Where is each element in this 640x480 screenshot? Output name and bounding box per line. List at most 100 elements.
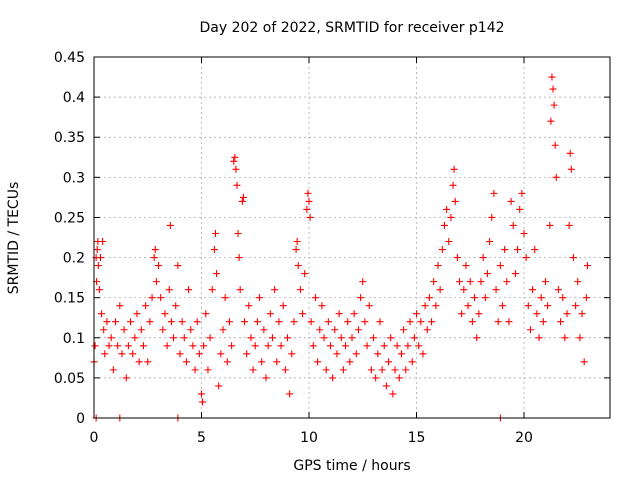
data-point	[430, 278, 438, 286]
data-point	[193, 318, 201, 326]
data-point	[107, 334, 115, 342]
data-point	[172, 302, 180, 310]
data-point	[273, 358, 281, 366]
data-point	[185, 286, 193, 294]
data-point	[314, 358, 322, 366]
data-point	[234, 229, 242, 237]
x-tick-label: 0	[90, 430, 99, 446]
data-point	[293, 238, 301, 246]
y-tick-label: 0.15	[54, 291, 85, 307]
data-point	[518, 189, 526, 197]
data-point	[133, 310, 141, 318]
data-point	[202, 310, 210, 318]
data-point	[529, 286, 537, 294]
data-point	[574, 278, 582, 286]
data-point	[417, 318, 425, 326]
data-point	[178, 318, 186, 326]
data-point	[204, 366, 212, 374]
data-point	[505, 318, 513, 326]
data-point	[91, 342, 99, 350]
data-point	[151, 246, 159, 254]
data-point	[402, 366, 410, 374]
data-point	[129, 350, 137, 358]
data-point	[526, 326, 534, 334]
data-point	[550, 101, 558, 109]
data-point	[559, 294, 567, 302]
data-point	[329, 374, 337, 382]
data-point	[524, 302, 532, 310]
data-point	[98, 310, 106, 318]
data-point	[447, 213, 455, 221]
data-point	[348, 334, 356, 342]
data-point	[245, 302, 253, 310]
data-point	[565, 221, 573, 229]
data-point	[436, 286, 444, 294]
data-point	[231, 153, 239, 161]
data-point	[434, 262, 442, 270]
data-point	[260, 326, 268, 334]
data-point	[165, 286, 173, 294]
data-point	[544, 302, 552, 310]
data-point	[499, 302, 506, 310]
data-point	[419, 350, 427, 358]
data-point	[391, 366, 399, 374]
data-point	[477, 278, 485, 286]
data-point	[449, 181, 457, 189]
data-point	[266, 310, 274, 318]
data-point	[105, 342, 113, 350]
data-point	[327, 342, 334, 350]
data-point	[557, 318, 565, 326]
data-point	[372, 374, 380, 382]
data-point	[413, 310, 420, 318]
data-point	[578, 310, 586, 318]
data-point	[109, 366, 117, 374]
data-point	[333, 350, 341, 358]
data-point	[127, 318, 135, 326]
data-point	[139, 342, 147, 350]
data-point	[294, 262, 302, 270]
data-point	[350, 310, 358, 318]
data-point	[301, 270, 309, 278]
data-point	[451, 197, 459, 205]
data-point	[389, 390, 397, 398]
data-point	[230, 157, 238, 165]
data-point	[331, 326, 339, 334]
data-point	[567, 165, 575, 173]
data-point	[509, 221, 517, 229]
data-point	[187, 326, 195, 334]
data-point	[324, 318, 332, 326]
data-point	[458, 310, 466, 318]
data-point	[460, 286, 468, 294]
data-point	[533, 310, 541, 318]
data-point	[284, 334, 291, 342]
data-point	[376, 318, 384, 326]
data-point	[370, 334, 377, 342]
data-point	[400, 326, 408, 334]
data-point	[249, 366, 257, 374]
data-point	[445, 238, 453, 246]
data-point	[415, 342, 423, 350]
data-point	[576, 334, 584, 342]
data-point	[344, 318, 352, 326]
data-point	[208, 286, 216, 294]
data-point	[281, 366, 289, 374]
data-point	[215, 382, 223, 390]
data-point	[182, 358, 190, 366]
data-point	[189, 342, 197, 350]
data-point	[385, 358, 393, 366]
data-point	[279, 302, 287, 310]
data-point	[219, 326, 227, 334]
data-point	[213, 270, 221, 278]
data-point	[503, 278, 511, 286]
data-point	[473, 334, 481, 342]
data-point	[566, 149, 574, 157]
data-point	[112, 318, 119, 326]
data-point	[522, 254, 530, 262]
data-point	[223, 358, 231, 366]
data-point	[514, 246, 522, 254]
data-point	[211, 229, 219, 237]
data-point	[152, 278, 160, 286]
data-point	[96, 254, 104, 262]
data-point	[99, 238, 107, 246]
data-point	[290, 318, 298, 326]
